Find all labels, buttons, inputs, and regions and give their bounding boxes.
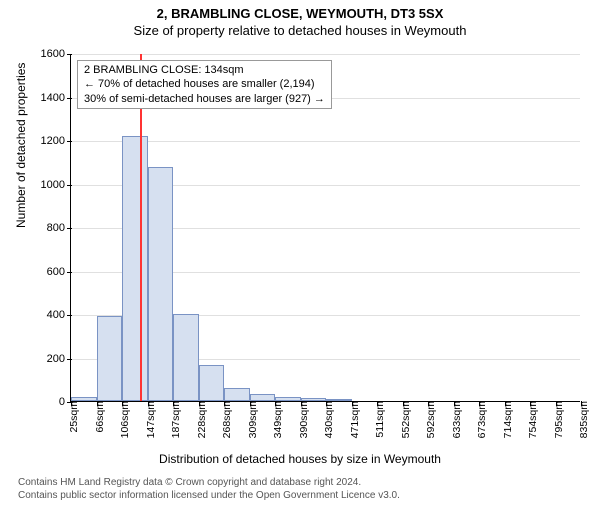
y-tick-label: 800 [47,222,71,234]
x-tick-label: 228sqm [190,401,208,438]
x-tick-label: 673sqm [470,401,488,438]
y-axis-label: Number of detached properties [14,63,28,228]
histogram-bar [148,167,174,401]
x-tick-label: 754sqm [521,401,539,438]
histogram-bar [97,316,123,401]
annotation-line: 30% of semi-detached houses are larger (… [84,92,325,106]
x-tick-label: 106sqm [113,401,131,438]
x-tick-label: 714sqm [496,401,514,438]
histogram-bar [199,365,225,401]
x-tick-label: 268sqm [215,401,233,438]
y-tick-label: 600 [47,266,71,278]
x-axis-label: Distribution of detached houses by size … [0,452,600,466]
x-tick-label: 309sqm [241,401,259,438]
y-tick-label: 1400 [41,92,71,104]
footer-line: Contains HM Land Registry data © Crown c… [18,477,400,490]
annotation-line: 2 BRAMBLING CLOSE: 134sqm [84,63,325,77]
x-tick-label: 552sqm [394,401,412,438]
x-tick-label: 66sqm [88,401,106,433]
histogram-bar [122,136,148,401]
x-tick-label: 795sqm [547,401,565,438]
annotation-box: 2 BRAMBLING CLOSE: 134sqm← 70% of detach… [77,60,332,109]
footer-line: Contains public sector information licen… [18,490,400,503]
y-tick-label: 400 [47,309,71,321]
x-tick-label: 511sqm [368,401,386,438]
page-subtitle: Size of property relative to detached ho… [0,23,600,38]
x-tick-label: 633sqm [445,401,463,438]
histogram-bar [224,388,250,401]
page-title: 2, BRAMBLING CLOSE, WEYMOUTH, DT3 5SX [0,6,600,21]
annotation-line: ← 70% of detached houses are smaller (2,… [84,77,325,91]
y-tick-label: 1200 [41,135,71,147]
x-tick-label: 471sqm [343,401,361,438]
x-tick-label: 349sqm [266,401,284,438]
x-tick-label: 25sqm [62,401,80,433]
histogram-bar [173,314,199,401]
x-tick-label: 835sqm [572,401,590,438]
x-tick-label: 390sqm [292,401,310,438]
plot-area: 0200400600800100012001400160025sqm66sqm1… [70,54,580,402]
x-tick-label: 430sqm [317,401,335,438]
y-tick-label: 200 [47,353,71,365]
x-tick-label: 187sqm [164,401,182,438]
footer-attribution: Contains HM Land Registry data © Crown c… [18,477,400,502]
x-tick-label: 147sqm [139,401,157,438]
x-tick-label: 592sqm [419,401,437,438]
y-tick-label: 1600 [41,48,71,60]
gridline [71,54,580,55]
histogram-chart: 0200400600800100012001400160025sqm66sqm1… [70,54,580,402]
y-tick-label: 1000 [41,179,71,191]
